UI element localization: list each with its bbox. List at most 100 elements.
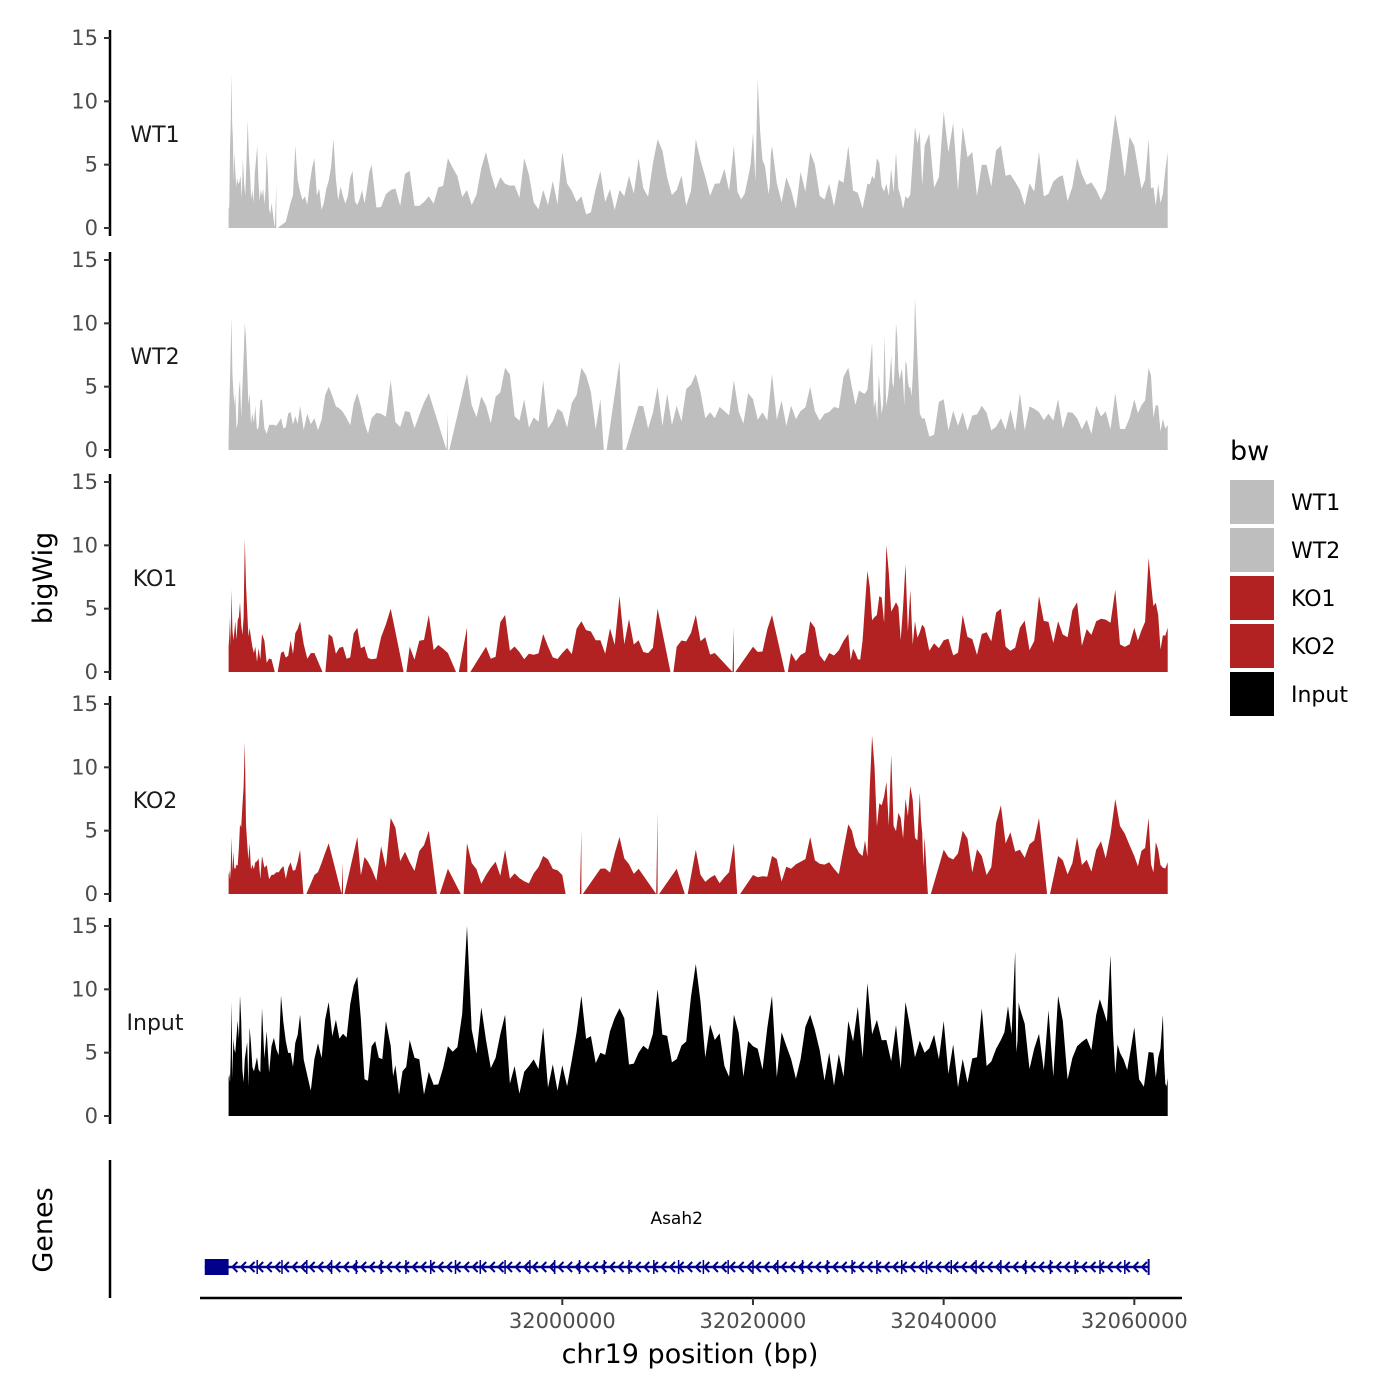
strand-arrow: [865, 1261, 874, 1273]
strand-arrow: [711, 1261, 719, 1273]
strand-arrow: [1028, 1261, 1037, 1273]
legend-label-wt2: WT2: [1291, 539, 1340, 564]
strand-arrow: [617, 1261, 625, 1273]
genes-axis-title: Genes: [28, 1187, 59, 1272]
y-tick-label: 10: [71, 311, 98, 335]
x-tick-label: 32000000: [509, 1309, 616, 1333]
strand-arrow: [1063, 1261, 1071, 1273]
y-tick-label: 10: [71, 755, 98, 779]
y-axis-title: bigWig: [28, 532, 59, 625]
strand-arrow: [977, 1261, 985, 1273]
strand-arrow: [368, 1261, 376, 1273]
strand-arrow: [231, 1261, 239, 1273]
x-tick-label: 32040000: [890, 1309, 997, 1333]
strand-arrow: [968, 1261, 977, 1273]
strand-arrow: [496, 1261, 505, 1273]
strand-arrow: [1011, 1261, 1019, 1273]
y-tick-label: 15: [71, 914, 98, 938]
strand-arrow: [874, 1261, 882, 1273]
strand-arrow: [1054, 1261, 1062, 1273]
strand-arrow: [891, 1261, 899, 1273]
y-tick-label: 15: [71, 248, 98, 272]
x-axis-title: chr19 position (bp): [562, 1339, 819, 1370]
gene-name-label: Asah2: [650, 1209, 703, 1229]
strand-arrow: [728, 1261, 736, 1273]
y-tick-label: 5: [85, 375, 98, 399]
strand-arrow: [265, 1261, 273, 1273]
strand-arrow: [582, 1261, 590, 1273]
strand-arrow: [557, 1261, 565, 1273]
y-tick-label: 15: [71, 26, 98, 50]
strand-arrow: [943, 1261, 951, 1273]
track-ko1: 0 5 10 15 KO1: [71, 470, 1168, 684]
strand-arrow: [514, 1261, 522, 1273]
strand-arrow: [771, 1261, 779, 1273]
track-label: WT2: [130, 345, 179, 370]
strand-arrow: [780, 1261, 788, 1273]
strand-arrow: [1003, 1261, 1011, 1273]
track-wt2: 0 5 10 15 WT2: [71, 248, 1168, 462]
y-tick-label: 5: [85, 153, 98, 177]
strand-arrow: [291, 1261, 299, 1273]
strand-arrow: [908, 1261, 916, 1273]
strand-arrow: [428, 1261, 436, 1273]
strand-arrow: [308, 1261, 316, 1273]
coverage-area-input: [228, 926, 1168, 1116]
strand-arrow: [1080, 1261, 1088, 1273]
strand-arrow: [256, 1261, 264, 1273]
strand-arrow: [411, 1261, 419, 1273]
strand-arrow: [505, 1261, 513, 1273]
strand-arrow: [248, 1261, 256, 1273]
strand-arrow: [1089, 1261, 1097, 1273]
strand-arrow: [934, 1261, 942, 1273]
y-tick-label: 15: [71, 692, 98, 716]
y-tick-label: 10: [71, 977, 98, 1001]
strand-arrow: [539, 1261, 548, 1273]
strand-arrow: [831, 1261, 839, 1273]
strand-arrow: [282, 1261, 290, 1273]
y-tick-label: 0: [85, 438, 98, 462]
strand-arrow: [531, 1261, 539, 1273]
gene-exon: [204, 1259, 229, 1275]
strand-arrow: [325, 1261, 333, 1273]
strand-arrow: [642, 1261, 650, 1273]
legend-key-wt1: [1230, 480, 1274, 524]
coverage-area-wt2: [228, 298, 1168, 450]
strand-arrow: [548, 1261, 556, 1273]
strand-arrow: [814, 1261, 822, 1273]
strand-arrow: [394, 1261, 402, 1273]
strand-arrow: [1106, 1261, 1114, 1273]
legend-key-wt2: [1230, 528, 1274, 572]
strand-arrow: [316, 1261, 324, 1273]
strand-arrow: [462, 1261, 470, 1273]
strand-arrow: [994, 1261, 1002, 1273]
strand-arrow: [419, 1261, 427, 1273]
y-tick-label: 5: [85, 597, 98, 621]
strand-arrow: [471, 1261, 479, 1273]
strand-arrow: [848, 1261, 856, 1273]
strand-arrow: [660, 1261, 668, 1273]
strand-arrow: [591, 1261, 599, 1273]
track-wt1: 0 5 10 15 WT1: [71, 26, 1168, 240]
strand-arrow: [951, 1261, 959, 1273]
coverage-area-ko2: [228, 735, 1168, 894]
strand-arrow: [926, 1261, 934, 1273]
strand-arrow: [1114, 1261, 1122, 1273]
strand-arrow: [788, 1261, 796, 1273]
coverage-area-wt1: [228, 73, 1168, 228]
strand-arrow: [479, 1261, 487, 1273]
strand-arrow: [608, 1261, 616, 1273]
strand-arrow: [694, 1261, 702, 1273]
strand-arrow: [754, 1261, 762, 1273]
strand-arrow: [737, 1261, 745, 1273]
strand-arrow: [917, 1261, 925, 1273]
strand-arrow: [333, 1261, 342, 1273]
strand-arrow: [762, 1261, 771, 1273]
strand-arrow: [805, 1261, 814, 1273]
strand-arrow: [299, 1261, 307, 1273]
strand-arrow: [402, 1261, 410, 1273]
strand-arrow: [857, 1261, 865, 1273]
strand-arrow: [273, 1261, 282, 1273]
strand-arrow: [385, 1261, 393, 1273]
